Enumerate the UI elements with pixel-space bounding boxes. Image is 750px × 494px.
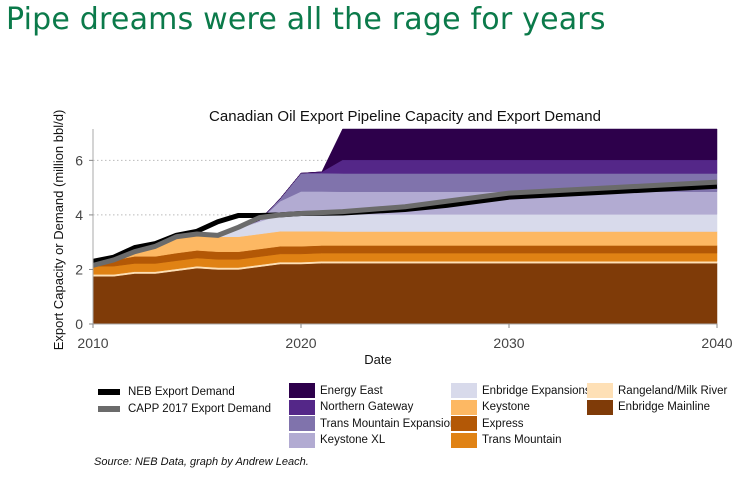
legend-item-keystone-xl: Keystone XL xyxy=(289,432,385,449)
area-enbridge-mainline xyxy=(92,262,718,325)
slide-title: Pipe dreams were all the rage for years xyxy=(6,2,606,37)
axes: 0 2 4 6 2010 2020 2030 2040 xyxy=(75,129,733,351)
x-tick-label: 2010 xyxy=(77,335,108,351)
legend-label: NEB Export Demand xyxy=(128,385,235,398)
legend-swatch xyxy=(98,388,120,395)
legend-swatch xyxy=(98,405,120,412)
y-axis-label: Export Capacity or Demand (million bbl/d… xyxy=(51,110,66,351)
legend-label: CAPP 2017 Export Demand xyxy=(128,402,271,415)
chart-title: Canadian Oil Export Pipeline Capacity an… xyxy=(209,108,601,125)
legend-label: Trans Mountain Expansion xyxy=(320,417,457,430)
legend-item-keystone: Keystone xyxy=(451,399,530,416)
legend-label: Enbridge Expansions xyxy=(482,384,591,397)
legend-label: Trans Mountain xyxy=(482,434,562,446)
legend-label: Keystone XL xyxy=(320,434,386,446)
y-tick-label: 4 xyxy=(75,207,83,223)
source-note: Source: NEB Data, graph by Andrew Leach. xyxy=(94,456,309,468)
legend-label: Express xyxy=(482,417,524,430)
legend-swatch xyxy=(587,399,613,415)
x-tick-label: 2030 xyxy=(493,335,524,351)
legend-item-trans-mountain: Trans Mountain xyxy=(451,432,561,449)
legend-item-capp-demand: CAPP 2017 Export Demand xyxy=(98,400,271,417)
legend-item-energy-east: Energy East xyxy=(289,382,383,399)
legend-swatch xyxy=(451,432,477,448)
legend-item-enbridge-mainline: Enbridge Mainline xyxy=(587,399,710,416)
legend-item-rangeland-milk-river: Rangeland/Milk River xyxy=(587,382,727,399)
legend-item-enbridge-expansions: Enbridge Expansions xyxy=(451,382,591,399)
legend-swatch xyxy=(289,383,315,398)
legend-item-neb-demand: NEB Export Demand xyxy=(98,383,235,400)
legend-label: Enbridge Mainline xyxy=(618,401,711,413)
legend-item-northern-gateway: Northern Gateway xyxy=(289,399,413,416)
legend-swatch xyxy=(289,416,315,431)
legend-swatch xyxy=(587,383,613,398)
legend-item-trans-mountain-expansion: Trans Mountain Expansion xyxy=(289,415,456,432)
legend-label: Energy East xyxy=(320,384,383,397)
y-tick-label: 2 xyxy=(75,261,83,277)
legend-item-express: Express xyxy=(451,415,524,432)
demand-lines xyxy=(92,179,718,268)
legend-swatch xyxy=(451,416,477,431)
legend-swatch xyxy=(289,399,315,415)
legend-label: Northern Gateway xyxy=(320,401,414,413)
y-tick-label: 0 xyxy=(75,316,83,332)
x-axis-label: Date xyxy=(364,352,391,367)
stacked-areas xyxy=(92,128,718,325)
x-tick-label: 2020 xyxy=(285,335,316,351)
legend-swatch xyxy=(289,432,315,448)
legend-swatch xyxy=(451,383,477,398)
legend-swatch xyxy=(451,399,477,415)
y-tick-label: 6 xyxy=(75,152,83,168)
x-tick-label: 2040 xyxy=(701,335,732,351)
line-capp-2017-export-demand xyxy=(92,179,718,268)
legend-label: Rangeland/Milk River xyxy=(618,384,728,397)
legend-label: Keystone xyxy=(482,401,530,413)
